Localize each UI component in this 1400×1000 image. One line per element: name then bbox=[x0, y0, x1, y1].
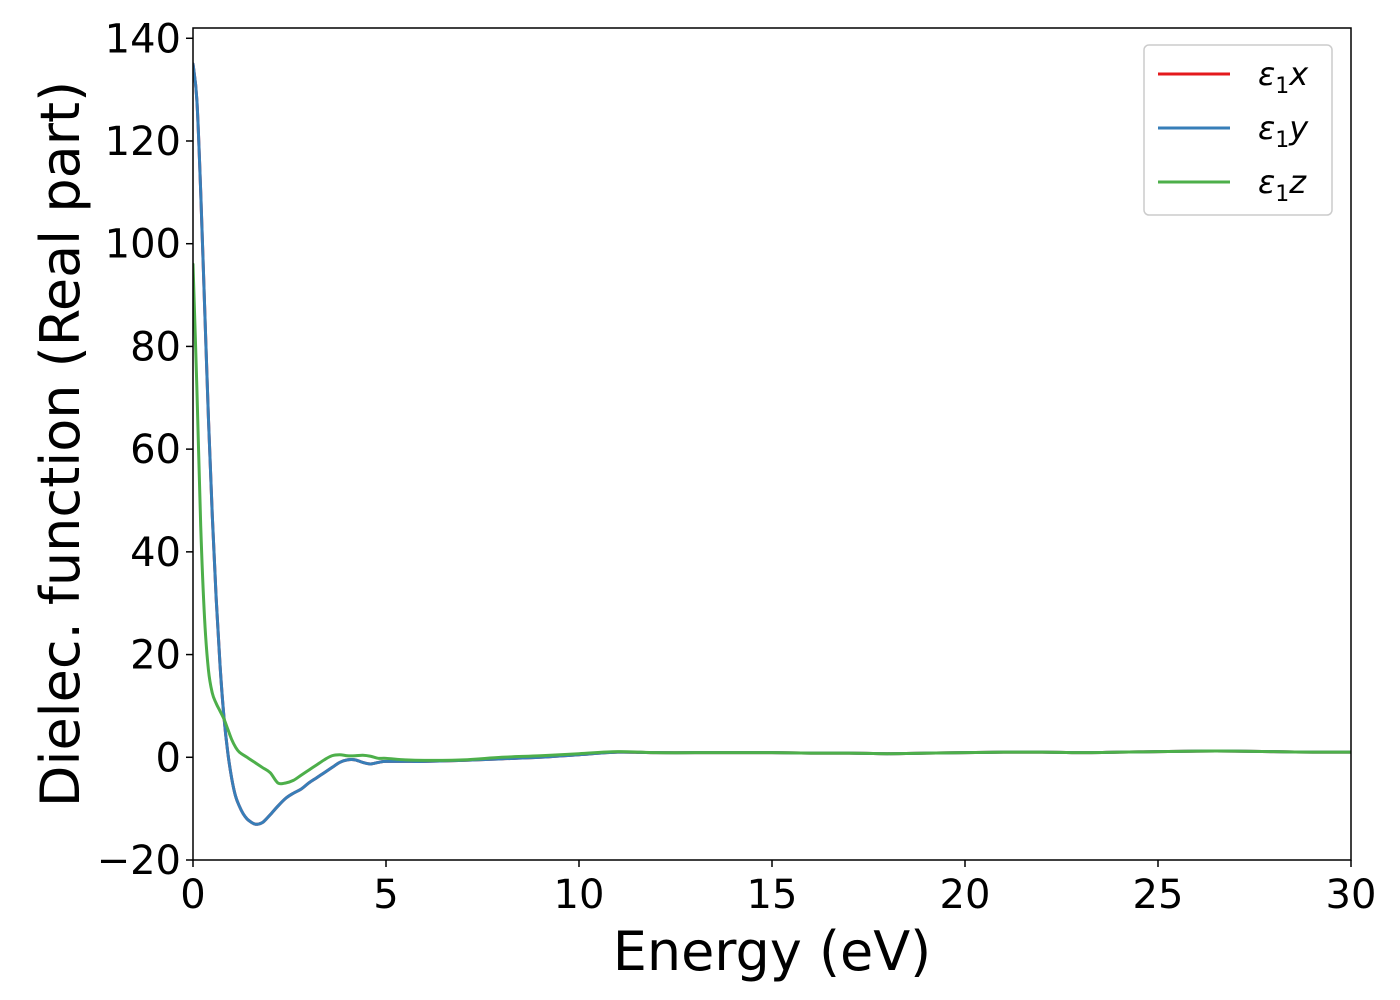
y-axis-title: Dielec. function (Real part) bbox=[29, 81, 92, 807]
y-tick-label: 140 bbox=[105, 16, 181, 62]
legend-subscript: 1 bbox=[1275, 182, 1289, 207]
legend-box bbox=[1143, 44, 1333, 216]
y-tick-label: 0 bbox=[156, 735, 181, 781]
y-tick-label: 80 bbox=[130, 324, 181, 370]
y-tick-label: 100 bbox=[105, 222, 181, 268]
y-tick-label: 20 bbox=[130, 633, 181, 679]
legend-subscript: 1 bbox=[1275, 74, 1289, 99]
legend-label-1: ε1x bbox=[1258, 55, 1309, 99]
legend-subscript: 1 bbox=[1275, 128, 1289, 153]
x-tick-label: 15 bbox=[747, 872, 798, 918]
x-tick-label: 5 bbox=[373, 872, 398, 918]
legend-axis: y bbox=[1288, 109, 1309, 147]
legend-label-2: ε1y bbox=[1258, 109, 1309, 153]
x-axis-title: Energy (eV) bbox=[613, 920, 932, 983]
legend-symbol: ε bbox=[1258, 55, 1275, 93]
series-line-3 bbox=[193, 262, 1351, 786]
x-tick-label: 10 bbox=[554, 872, 605, 918]
x-tick-label: 30 bbox=[1326, 872, 1377, 918]
y-tick-label: −20 bbox=[97, 838, 181, 884]
legend-label-3: ε1z bbox=[1258, 163, 1307, 207]
x-tick-label: 25 bbox=[1133, 872, 1184, 918]
legend-symbol: ε bbox=[1258, 109, 1275, 147]
legend-symbol: ε bbox=[1258, 163, 1275, 201]
x-tick-label: 20 bbox=[940, 872, 991, 918]
y-tick-label: 40 bbox=[130, 530, 181, 576]
legend-axis: x bbox=[1288, 55, 1309, 93]
legend-axis: z bbox=[1288, 163, 1307, 201]
series-layer bbox=[193, 62, 1351, 826]
y-tick-label: 120 bbox=[105, 119, 181, 165]
y-tick-label: 60 bbox=[130, 427, 181, 473]
x-tick-label: 0 bbox=[180, 872, 205, 918]
